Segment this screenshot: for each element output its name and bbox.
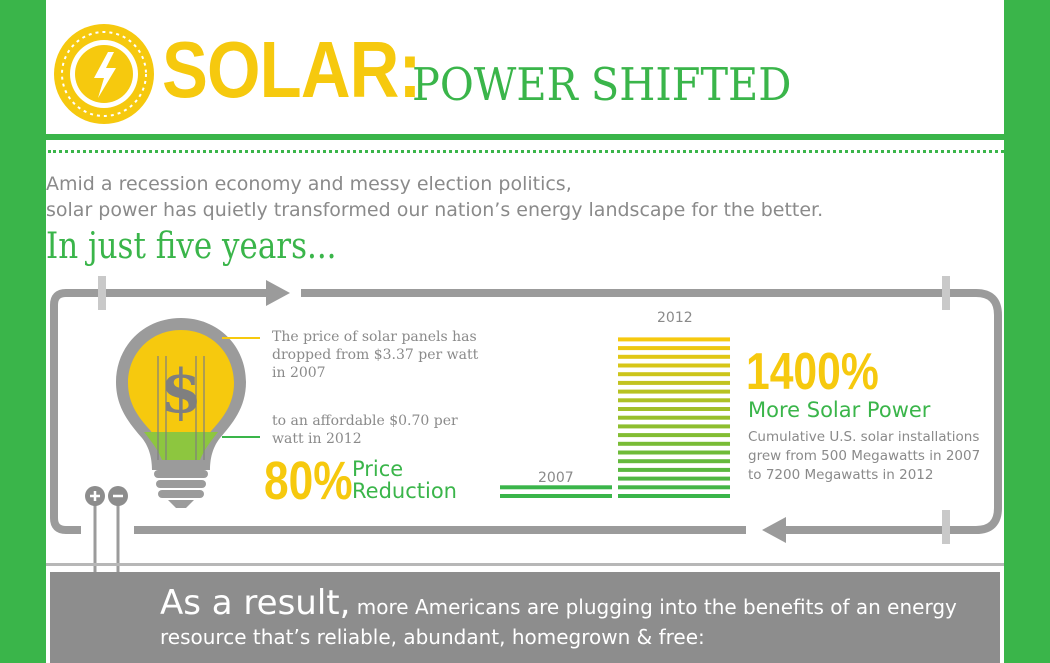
growth-label: More Solar Power [748,398,931,422]
bar-line-2012 [618,433,730,438]
bar-line-2012 [618,450,730,455]
bar-line-2007 [500,494,612,498]
price-note-2012: to an affordable $0.70 per watt in 2012 [272,413,458,447]
bars-2007 [500,485,612,498]
bar-line-2012 [618,441,730,446]
year-label-2007: 2007 [538,470,574,486]
price-reduction-label: Price Reduction [352,457,457,503]
intro-line-1: Amid a recession economy and messy elect… [46,173,572,195]
bar-line-2012 [618,389,730,394]
title-subtitle: POWER SHIFTED [412,58,792,111]
growth-percent: 1400% [746,343,879,401]
band-top-line [46,563,1004,566]
bar-line-2012 [618,467,730,472]
bar-line-2012 [618,407,730,411]
bar-line-2012 [618,380,730,385]
header-divider [46,134,1004,140]
result-band [50,572,1000,663]
bar-line-2007 [500,485,612,490]
growth-note: Cumulative U.S. solar installations grew… [748,429,981,483]
bar-line-2012 [618,337,730,342]
infographic-panel: $ SOLAR: POWER SHIFTED Amid a recessio [46,0,1004,663]
title-main: SOLAR: [162,25,421,114]
bar-line-2012 [618,354,730,359]
bar-line-2012 [618,476,730,481]
bars-2012 [618,337,730,498]
bar-line-2012 [618,398,730,403]
bar-line-2012 [618,363,730,368]
result-text: As a result, more Americans are plugging… [160,586,1000,652]
lightning-bolt-sun-icon [54,24,154,124]
svg-text:$: $ [160,357,202,427]
bar-line-2012 [618,459,730,464]
price-note-2007: The price of solar panels has dropped fr… [272,329,479,381]
circuit-frame [50,276,1002,544]
intro-line-2: solar power has quietly transformed our … [46,199,824,221]
price-reduction-percent: 80% [264,451,353,511]
year-label-2012: 2012 [657,310,693,326]
plug-terminals [85,486,128,575]
result-body: more Americans are plugging into the ben… [160,595,957,649]
bar-line-2012 [618,346,730,351]
lightbulb-dollar-icon: $ [116,318,246,508]
result-lead: As a result, [160,583,351,623]
headline: In just five years... [46,226,337,267]
bar-line-2012 [618,415,730,420]
dotted-divider [48,150,1004,153]
bar-line-2012 [618,494,730,498]
bar-line-2012 [618,424,730,429]
bar-line-2012 [618,372,730,377]
bar-line-2012 [618,485,730,490]
